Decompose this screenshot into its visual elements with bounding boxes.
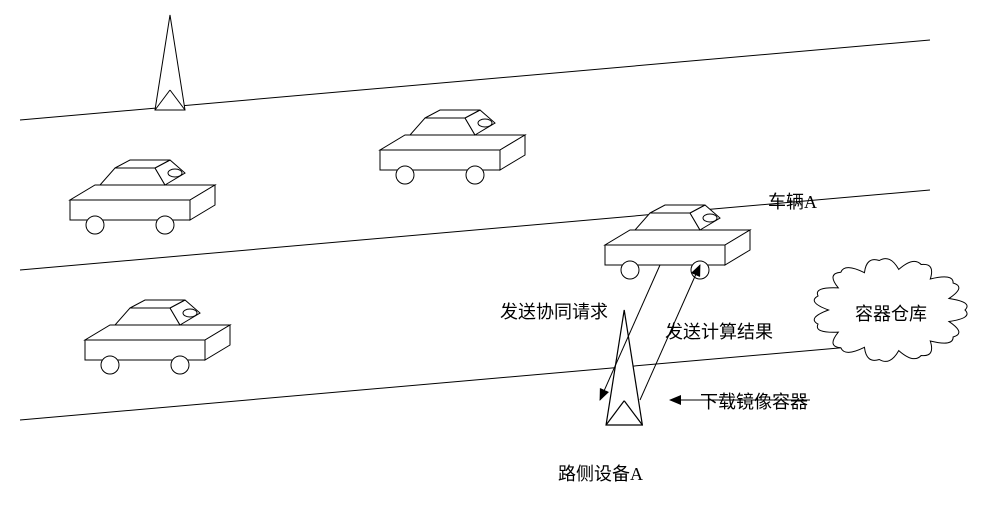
label-rsu-a: 路侧设备A [558,460,643,486]
car-top-left [70,160,215,234]
label-result: 发送计算结果 [665,318,773,344]
towers-group [155,15,642,425]
diagram-canvas [0,0,996,506]
road-lines [20,40,930,420]
car-right-A [605,205,750,279]
tower-top [155,15,185,110]
label-request: 发送协同请求 [500,298,608,324]
label-vehicle-a: 车辆A [768,188,817,214]
car-bottom-left [85,300,230,374]
cars-group [70,110,750,374]
car-top-mid [380,110,525,184]
label-repo: 容器仓库 [855,300,927,326]
label-download: 下载镜像容器 [700,388,808,414]
